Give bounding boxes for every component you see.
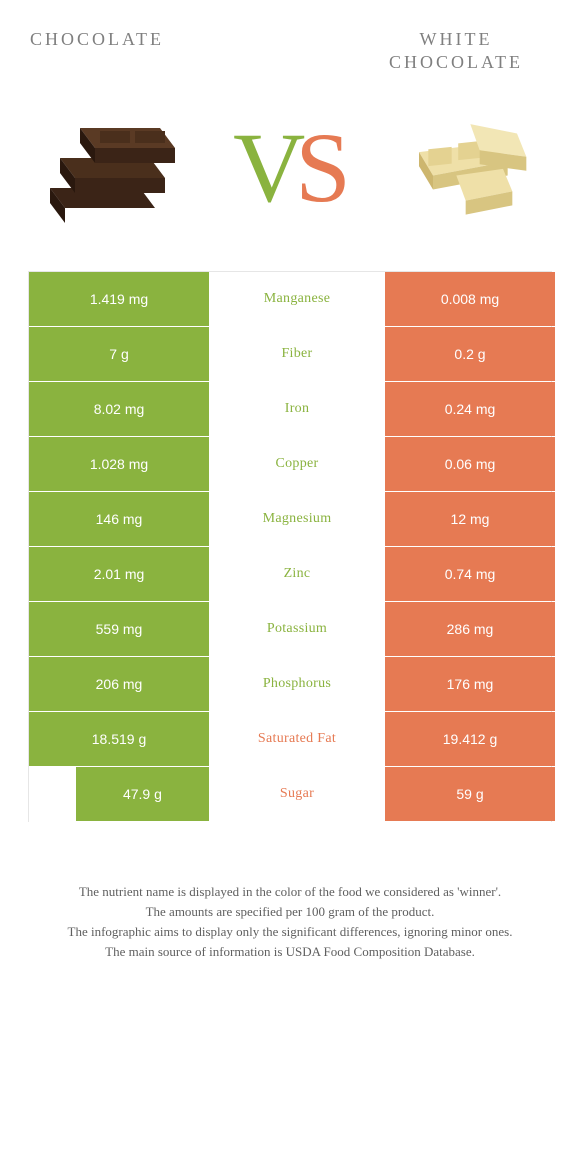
table-row: 8.02 mgIron0.24 mg — [29, 382, 551, 437]
left-value: 7 g — [29, 327, 209, 381]
left-bar-wrap: 47.9 g — [29, 767, 209, 821]
table-row: 559 mgPotassium286 mg — [29, 602, 551, 657]
left-bar-wrap: 7 g — [29, 327, 209, 381]
nutrient-name: Manganese — [209, 272, 385, 326]
left-value: 146 mg — [29, 492, 209, 546]
footer-notes: The nutrient name is displayed in the co… — [24, 882, 556, 963]
nutrient-name: Magnesium — [209, 492, 385, 546]
title-right: WHITE CHOCOLATE — [356, 28, 556, 75]
chocolate-image — [30, 93, 180, 243]
footer-line: The main source of information is USDA F… — [44, 942, 536, 962]
vs-s: S — [295, 118, 347, 218]
right-bar-wrap: 0.24 mg — [385, 382, 555, 436]
right-bar-wrap: 176 mg — [385, 657, 555, 711]
left-bar-wrap: 8.02 mg — [29, 382, 209, 436]
left-value: 1.419 mg — [29, 272, 209, 326]
table-row: 1.419 mgManganese0.008 mg — [29, 272, 551, 327]
footer-line: The infographic aims to display only the… — [44, 922, 536, 942]
table-row: 2.01 mgZinc0.74 mg — [29, 547, 551, 602]
right-value: 286 mg — [385, 602, 555, 656]
right-value: 0.06 mg — [385, 437, 555, 491]
left-value: 2.01 mg — [29, 547, 209, 601]
table-row: 146 mgMagnesium12 mg — [29, 492, 551, 547]
table-row: 7 gFiber0.2 g — [29, 327, 551, 382]
right-bar-wrap: 0.2 g — [385, 327, 555, 381]
right-bar-wrap: 286 mg — [385, 602, 555, 656]
nutrient-name: Zinc — [209, 547, 385, 601]
vs-label: V S — [233, 118, 347, 218]
left-bar-wrap: 1.028 mg — [29, 437, 209, 491]
footer-line: The amounts are specified per 100 gram o… — [44, 902, 536, 922]
hero-row: V S — [24, 93, 556, 243]
title-row: CHOCOLATE WHITE CHOCOLATE — [24, 28, 556, 75]
right-bar-wrap: 19.412 g — [385, 712, 555, 766]
left-bar-wrap: 559 mg — [29, 602, 209, 656]
right-value: 59 g — [385, 767, 555, 821]
right-bar-wrap: 0.06 mg — [385, 437, 555, 491]
right-value: 12 mg — [385, 492, 555, 546]
nutrient-name: Sugar — [209, 767, 385, 821]
left-value: 47.9 g — [76, 767, 209, 821]
left-bar-wrap: 2.01 mg — [29, 547, 209, 601]
left-bar-wrap: 206 mg — [29, 657, 209, 711]
left-bar-wrap: 1.419 mg — [29, 272, 209, 326]
left-bar-wrap: 18.519 g — [29, 712, 209, 766]
white-chocolate-image — [400, 93, 550, 243]
right-bar-wrap: 12 mg — [385, 492, 555, 546]
right-value: 176 mg — [385, 657, 555, 711]
nutrient-name: Fiber — [209, 327, 385, 381]
right-value: 0.2 g — [385, 327, 555, 381]
nutrient-name: Potassium — [209, 602, 385, 656]
right-bar-wrap: 0.008 mg — [385, 272, 555, 326]
table-row: 206 mgPhosphorus176 mg — [29, 657, 551, 712]
left-value: 206 mg — [29, 657, 209, 711]
comparison-table: 1.419 mgManganese0.008 mg7 gFiber0.2 g8.… — [28, 271, 552, 822]
nutrient-name: Phosphorus — [209, 657, 385, 711]
right-value: 0.008 mg — [385, 272, 555, 326]
nutrient-name: Copper — [209, 437, 385, 491]
infographic-container: CHOCOLATE WHITE CHOCOLATE — [0, 0, 580, 982]
left-value: 8.02 mg — [29, 382, 209, 436]
table-row: 18.519 gSaturated fat19.412 g — [29, 712, 551, 767]
table-row: 47.9 gSugar59 g — [29, 767, 551, 822]
vs-v: V — [233, 118, 301, 218]
left-value: 1.028 mg — [29, 437, 209, 491]
right-value: 0.74 mg — [385, 547, 555, 601]
left-value: 18.519 g — [29, 712, 209, 766]
nutrient-name: Iron — [209, 382, 385, 436]
title-left: CHOCOLATE — [24, 28, 224, 51]
footer-line: The nutrient name is displayed in the co… — [44, 882, 536, 902]
left-value: 559 mg — [29, 602, 209, 656]
nutrient-name: Saturated fat — [209, 712, 385, 766]
right-value: 19.412 g — [385, 712, 555, 766]
table-row: 1.028 mgCopper0.06 mg — [29, 437, 551, 492]
right-value: 0.24 mg — [385, 382, 555, 436]
right-bar-wrap: 0.74 mg — [385, 547, 555, 601]
right-bar-wrap: 59 g — [385, 767, 555, 821]
left-bar-wrap: 146 mg — [29, 492, 209, 546]
